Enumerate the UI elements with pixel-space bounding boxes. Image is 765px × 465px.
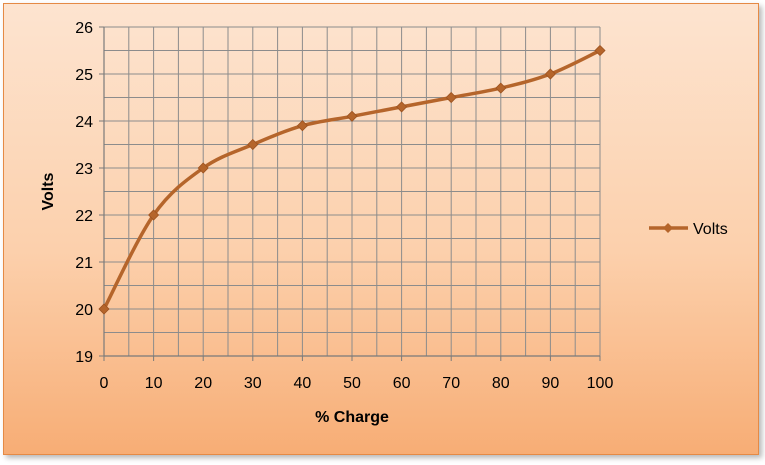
axes bbox=[99, 26, 601, 361]
y-tick-labels: 19 20 21 22 23 24 25 26 bbox=[75, 20, 93, 366]
y-tick-label: 23 bbox=[75, 161, 93, 178]
data-point-marker bbox=[247, 138, 259, 151]
x-tick-label: 50 bbox=[343, 375, 361, 392]
data-point-marker bbox=[445, 91, 457, 104]
x-tick-label: 70 bbox=[442, 375, 460, 392]
data-point-marker bbox=[544, 68, 556, 80]
x-tick-label: 30 bbox=[244, 375, 262, 392]
x-tick-label: 80 bbox=[492, 375, 510, 392]
series-line-volts bbox=[102, 48, 602, 311]
grid bbox=[103, 26, 601, 357]
legend-label: Volts bbox=[693, 221, 728, 238]
y-tick-label: 22 bbox=[75, 208, 93, 225]
data-point-marker bbox=[98, 303, 110, 315]
legend-marker-icon bbox=[663, 223, 673, 233]
x-tick-label: 20 bbox=[194, 375, 212, 392]
x-tick-label: 90 bbox=[542, 375, 560, 392]
y-tick-label: 25 bbox=[75, 67, 93, 84]
y-axis-title: Volts bbox=[40, 172, 57, 210]
x-tick-labels: 0 10 20 30 40 50 60 70 80 90 100 bbox=[100, 375, 614, 392]
data-point-marker bbox=[594, 44, 606, 57]
data-point-marker bbox=[197, 162, 209, 174]
x-tick-label: 0 bbox=[100, 375, 109, 392]
x-tick-label: 40 bbox=[294, 375, 312, 392]
x-axis-title: % Charge bbox=[315, 409, 389, 426]
y-tick-label: 19 bbox=[75, 349, 93, 366]
x-tick-label: 60 bbox=[393, 375, 411, 392]
data-point-marker bbox=[346, 110, 358, 122]
legend: Volts bbox=[649, 221, 728, 238]
data-point-marker bbox=[148, 209, 160, 221]
y-tick-label: 26 bbox=[75, 20, 93, 37]
data-point-marker bbox=[296, 120, 308, 132]
data-point-marker bbox=[495, 82, 507, 94]
data-point-marker bbox=[396, 101, 408, 113]
x-tick-label: 10 bbox=[145, 375, 163, 392]
y-tick-label: 20 bbox=[75, 302, 93, 319]
y-tick-label: 24 bbox=[75, 114, 93, 131]
y-tick-label: 21 bbox=[75, 255, 93, 272]
series-volts bbox=[98, 44, 606, 315]
x-tick-label: 100 bbox=[587, 375, 614, 392]
